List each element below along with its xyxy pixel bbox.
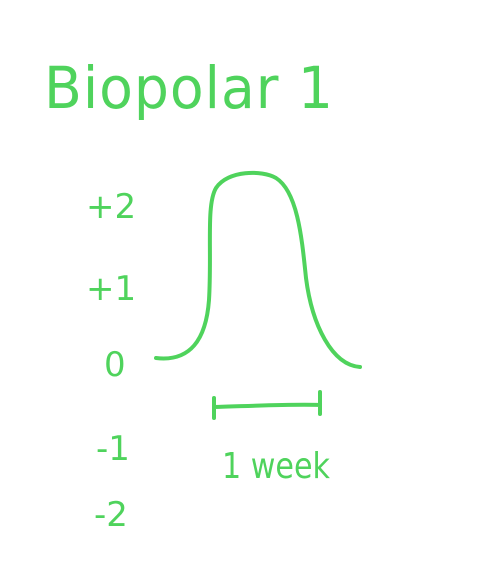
duration-bracket (212, 390, 322, 420)
scale-label-minus-1: -1 (96, 429, 130, 469)
mood-curve (154, 170, 362, 369)
scale-label-plus-2: +2 (86, 187, 136, 227)
diagram-title: Biopolar 1 (44, 54, 334, 122)
scale-label-plus-1: +1 (86, 269, 136, 309)
scale-label-zero: 0 (104, 345, 126, 385)
scale-label-minus-2: -2 (94, 495, 128, 535)
duration-label: 1 week (222, 446, 330, 487)
